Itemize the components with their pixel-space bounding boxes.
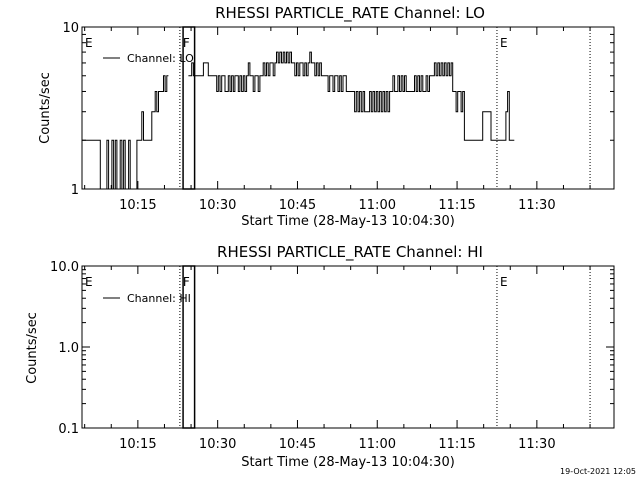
y-tick-label: 10 (62, 21, 79, 36)
footer-timestamp: 19-Oct-2021 12:05 (560, 467, 636, 476)
legend-entry: Channel: HI (127, 292, 191, 305)
x-tick-label: 11:30 (518, 437, 555, 452)
legend: Channel: LO (103, 52, 194, 65)
panel-hi: RHESSI PARTICLE_RATE Channel: HI Counts/… (25, 243, 615, 470)
y-axis-label: Counts/sec (38, 72, 53, 144)
x-axis-label: Start Time (28-May-13 10:04:30) (241, 214, 455, 229)
x-tick-label: 10:30 (199, 198, 236, 213)
x-tick-label: 11:30 (518, 198, 555, 213)
y-ticks: 1 10 (62, 21, 614, 198)
x-tick-label: 10:30 (199, 437, 236, 452)
y-tick-label: 0.1 (58, 422, 79, 437)
x-tick-label: 11:15 (438, 198, 475, 213)
x-axis-label: Start Time (28-May-13 10:04:30) (241, 455, 455, 470)
x-tick-label: 10:45 (279, 437, 316, 452)
series-line (82, 51, 515, 190)
x-ticks: 10:15 10:30 10:45 11:00 11:15 11:30 (84, 266, 591, 452)
legend-entry: Channel: LO (127, 52, 194, 65)
x-tick-label: 11:00 (359, 198, 396, 213)
x-tick-label: 10:45 (279, 198, 316, 213)
x-tick-label: 10:15 (119, 437, 156, 452)
panel-lo: RHESSI PARTICLE_RATE Channel: LO Counts/… (38, 4, 615, 229)
x-tick-label: 11:15 (438, 437, 475, 452)
saa-box (182, 265, 196, 429)
y-tick-label: 10.0 (50, 260, 79, 275)
y-tick-label: 1.0 (58, 341, 79, 356)
y-ticks: 0.1 1.0 10.0 (50, 260, 614, 437)
y-tick-label: 1 (71, 183, 79, 198)
series-lo (82, 51, 515, 190)
saa-rect (182, 265, 196, 429)
marker-label: E (500, 275, 508, 289)
x-tick-label: 10:15 (119, 198, 156, 213)
marker-label: E (85, 36, 93, 50)
marker-label: F (183, 36, 190, 50)
saa-box (182, 26, 196, 190)
plot-frame (81, 265, 615, 429)
chart-title: RHESSI PARTICLE_RATE Channel: LO (215, 4, 485, 23)
marker-label: F (183, 275, 190, 289)
y-axis-label: Counts/sec (25, 312, 40, 384)
saa-rect (182, 26, 196, 190)
marker-label: E (85, 275, 93, 289)
x-tick-label: 11:00 (359, 437, 396, 452)
chart-title: RHESSI PARTICLE_RATE Channel: HI (217, 243, 483, 262)
x-ticks: 10:15 10:30 10:45 11:00 11:15 11:30 (84, 27, 591, 213)
marker-label: E (500, 36, 508, 50)
legend: Channel: HI (103, 292, 191, 305)
